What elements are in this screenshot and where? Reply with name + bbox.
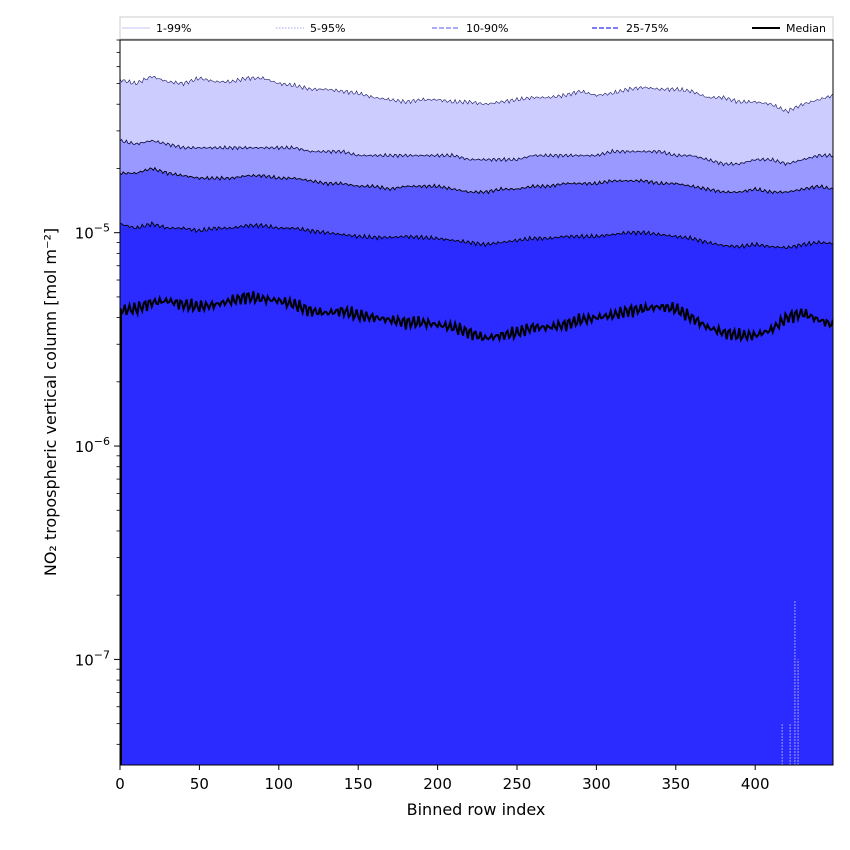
legend-label: Median xyxy=(786,22,826,35)
x-tick-label: 400 xyxy=(741,775,770,793)
x-tick-label: 0 xyxy=(115,775,125,793)
x-tick-label: 300 xyxy=(582,775,611,793)
x-tick-label: 350 xyxy=(661,775,690,793)
x-axis-label: Binned row index xyxy=(407,800,546,819)
plot-frame xyxy=(119,39,834,766)
y-tick-label: 10−5 xyxy=(75,222,110,243)
x-tick-label: 200 xyxy=(423,775,452,793)
line-25 xyxy=(120,221,833,250)
line-90 xyxy=(120,139,833,167)
y-axis: 10−7 10−6 10−5 xyxy=(75,39,120,745)
x-tick-label: 100 xyxy=(264,775,293,793)
y-tick-label: 10−6 xyxy=(75,435,110,456)
y-axis-label: NO₂ tropospheric vertical column [mol m⁻… xyxy=(41,228,60,576)
line-95 xyxy=(120,76,833,114)
x-tick-label: 150 xyxy=(344,775,373,793)
legend-label: 25-75% xyxy=(626,22,668,35)
median-line xyxy=(120,291,833,344)
percentile-lines xyxy=(120,76,833,765)
legend-label: 1-99% xyxy=(156,22,191,35)
legend: 1-99% 5-95% 10-90% 25-75% Median xyxy=(119,16,834,40)
y-tick-label: 10−7 xyxy=(75,648,110,669)
x-tick-label: 50 xyxy=(190,775,209,793)
legend-frame xyxy=(119,16,834,40)
legend-label: 10-90% xyxy=(466,22,508,35)
line-75 xyxy=(120,166,833,195)
x-tick-label: 250 xyxy=(503,775,532,793)
band-below-25 xyxy=(120,222,833,765)
x-axis: 0 50 100 150 200 250 300 350 400 xyxy=(115,765,770,793)
percentile-bands xyxy=(120,76,833,765)
legend-label: 5-95% xyxy=(310,22,345,35)
